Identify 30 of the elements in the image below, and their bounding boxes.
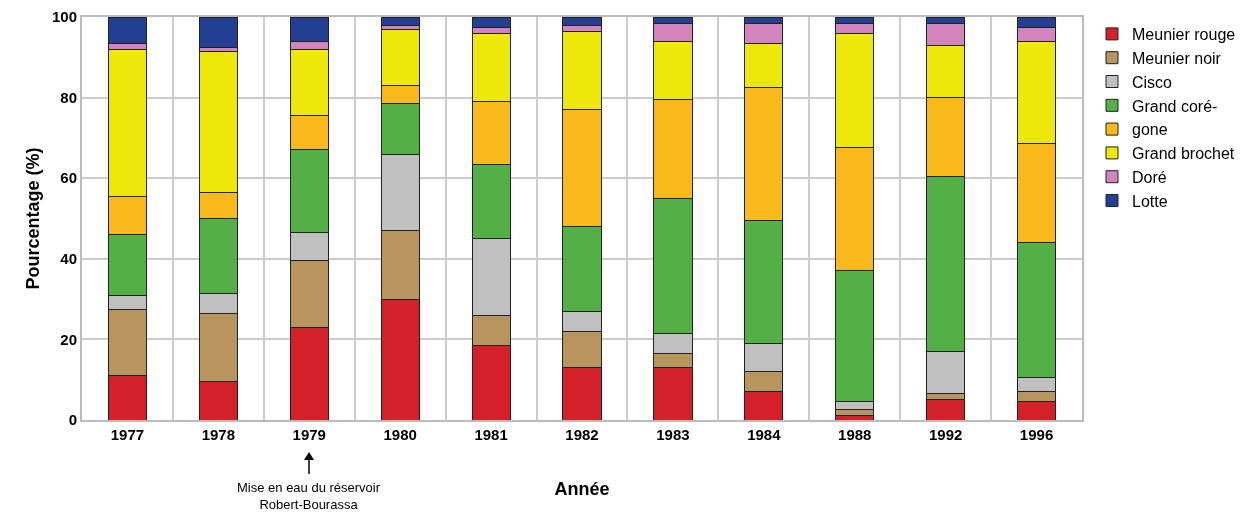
- y-tick-label: 100: [51, 8, 77, 26]
- x-tick-label: 1982: [565, 426, 599, 443]
- y-tick-label: 40: [60, 250, 77, 268]
- y-tick-label: 80: [60, 88, 77, 106]
- x-tick-label: 1983: [656, 426, 690, 443]
- legend-label: Grand coré-: [1132, 97, 1218, 115]
- x-tick-label: 1977: [110, 426, 145, 443]
- legend-label: Grand brochet: [1132, 145, 1235, 163]
- legend-label: Cisco: [1132, 73, 1173, 91]
- bar: [198, 17, 238, 48]
- x-tick-label: 1992: [928, 426, 963, 443]
- legend-label: Lotte: [1132, 192, 1168, 210]
- x-tick-label: 1984: [747, 426, 782, 443]
- x-axis-title: Année: [554, 478, 610, 499]
- legend-label: Meunier rouge: [1132, 26, 1236, 44]
- x-tick-label: 1978: [201, 426, 236, 443]
- legend-label: Meunier noir: [1132, 49, 1222, 67]
- x-tick-label: 1988: [838, 426, 872, 443]
- legend-label: gone: [1132, 121, 1168, 139]
- bar: [380, 17, 420, 26]
- legend-label: Doré: [1132, 168, 1167, 186]
- y-axis-title: Pourcentage (%): [22, 147, 43, 290]
- x-tick-label: 1996: [1019, 426, 1054, 443]
- y-tick-label: 60: [60, 169, 77, 187]
- x-tick-label: 1979: [292, 426, 326, 443]
- x-tick-label: 1981: [474, 426, 508, 443]
- y-tick-label: 0: [68, 411, 77, 429]
- x-tick-label: 1980: [383, 426, 417, 443]
- text: Mise en eau du réservoir Robert-Bourassa: [237, 480, 381, 512]
- y-tick-label: 20: [60, 330, 77, 348]
